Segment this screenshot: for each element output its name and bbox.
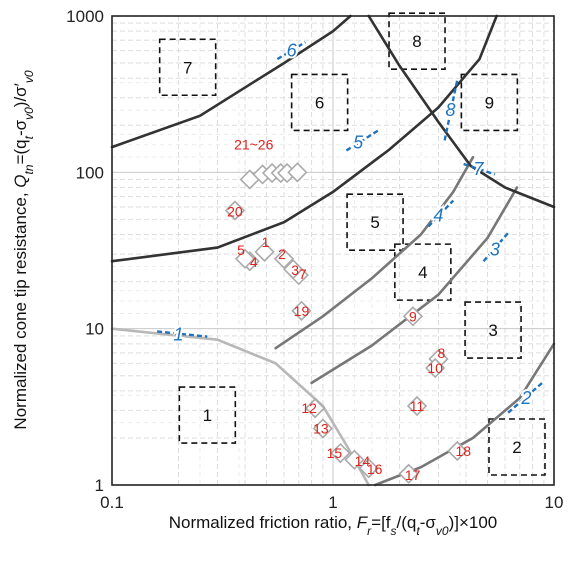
point-label-21-26: 21~26 bbox=[234, 136, 274, 152]
data-point bbox=[402, 306, 424, 327]
point-label-4: 4 bbox=[250, 254, 258, 270]
data-point bbox=[398, 463, 419, 484]
boundary-marker-8 bbox=[443, 79, 459, 141]
boundary-1-2 bbox=[110, 327, 370, 487]
point-label-9: 9 bbox=[409, 308, 417, 324]
zone-box-2 bbox=[488, 418, 546, 476]
point-label-12: 12 bbox=[301, 400, 317, 416]
point-label-17: 17 bbox=[405, 467, 421, 483]
point-label-5: 5 bbox=[237, 242, 245, 258]
data-point bbox=[358, 458, 379, 479]
boundary-label-3: 3 bbox=[490, 240, 500, 260]
boundary-curve-d bbox=[310, 186, 519, 385]
boundary-curve-e bbox=[373, 342, 556, 487]
boundary-marker-4 bbox=[427, 199, 455, 228]
y-axis-label: Normalized cone tip resistance, Qtn=(qt-… bbox=[11, 70, 36, 429]
boundary-curve-c bbox=[274, 155, 475, 350]
point-label-2: 2 bbox=[278, 246, 286, 262]
zone-label-8: 8 bbox=[412, 32, 421, 51]
point-label-7: 7 bbox=[299, 266, 307, 282]
point-label-3: 3 bbox=[291, 262, 299, 278]
y-tick-label: 100 bbox=[76, 163, 104, 182]
boundary-curve-f bbox=[367, 14, 556, 209]
y-tick-label: 1000 bbox=[66, 7, 104, 26]
grid bbox=[112, 16, 554, 485]
point-label-8: 8 bbox=[438, 345, 446, 361]
point-label-11: 11 bbox=[410, 398, 425, 414]
zone-label-1: 1 bbox=[203, 406, 212, 425]
zone-box-3 bbox=[464, 301, 522, 359]
point-label-13: 13 bbox=[313, 420, 329, 436]
zone-label-4: 4 bbox=[418, 263, 427, 282]
x-axis-label: Normalized friction ratio, Fr=[fs/(qt-σv… bbox=[169, 513, 498, 538]
data-point bbox=[312, 418, 334, 439]
zone-box-5 bbox=[346, 193, 404, 251]
data-point bbox=[406, 395, 428, 417]
data-point bbox=[224, 200, 246, 221]
boundary-curve-a bbox=[110, 14, 352, 149]
zone-label-2: 2 bbox=[512, 438, 521, 457]
point-label-10: 10 bbox=[427, 360, 443, 376]
zone-label-3: 3 bbox=[488, 321, 497, 340]
boundary-marker-6 bbox=[276, 41, 307, 61]
boundary-label-2: 2 bbox=[520, 388, 531, 408]
x-tick-label: 10 bbox=[545, 493, 564, 512]
zone-box-9 bbox=[460, 73, 519, 132]
x-tick-label: 1 bbox=[328, 493, 337, 512]
boundary-marker-5 bbox=[345, 129, 379, 152]
plot-area bbox=[111, 15, 555, 486]
data-point bbox=[234, 248, 256, 269]
data-point bbox=[344, 449, 365, 470]
y-tick-label: 10 bbox=[85, 320, 104, 339]
data-point bbox=[254, 241, 275, 262]
zone-label-5: 5 bbox=[370, 213, 379, 232]
point-label-19: 19 bbox=[294, 303, 310, 319]
zone-box-1 bbox=[178, 386, 237, 444]
point-label-14: 14 bbox=[355, 453, 371, 469]
data-point bbox=[447, 440, 468, 462]
point-label-18: 18 bbox=[455, 443, 471, 459]
point-label-16: 16 bbox=[367, 461, 383, 477]
zone-label-6: 6 bbox=[315, 93, 324, 112]
data-point bbox=[287, 162, 308, 183]
boundary-label-8: 8 bbox=[445, 100, 455, 120]
boundary-marker-7 bbox=[463, 162, 496, 176]
boundary-label-4: 4 bbox=[433, 205, 443, 225]
zone-label-9: 9 bbox=[485, 93, 494, 112]
data-point bbox=[304, 398, 326, 419]
data-point bbox=[425, 357, 446, 379]
zone-box-6 bbox=[290, 73, 349, 132]
boundary-label-5: 5 bbox=[353, 133, 364, 153]
data-point bbox=[291, 300, 312, 321]
boundary-curve-b bbox=[110, 14, 498, 263]
boundary-marker-1 bbox=[156, 330, 208, 338]
zone-box-7 bbox=[158, 38, 217, 97]
boundary-label-6: 6 bbox=[287, 41, 298, 61]
zone-label-7: 7 bbox=[183, 58, 192, 77]
point-label-20: 20 bbox=[227, 203, 243, 219]
boundary-marker-3 bbox=[482, 232, 510, 263]
boundary-label-7: 7 bbox=[473, 159, 484, 179]
point-label-1: 1 bbox=[262, 234, 270, 250]
zone-box-8 bbox=[388, 12, 446, 70]
boundary-label-1: 1 bbox=[174, 324, 184, 344]
zone-box-4 bbox=[394, 243, 452, 301]
x-tick-label: 0.1 bbox=[100, 493, 124, 512]
point-label-15: 15 bbox=[327, 445, 343, 461]
y-tick-label: 1 bbox=[95, 476, 104, 495]
data-point bbox=[282, 259, 304, 280]
data-point bbox=[273, 248, 295, 269]
data-point bbox=[330, 442, 351, 464]
